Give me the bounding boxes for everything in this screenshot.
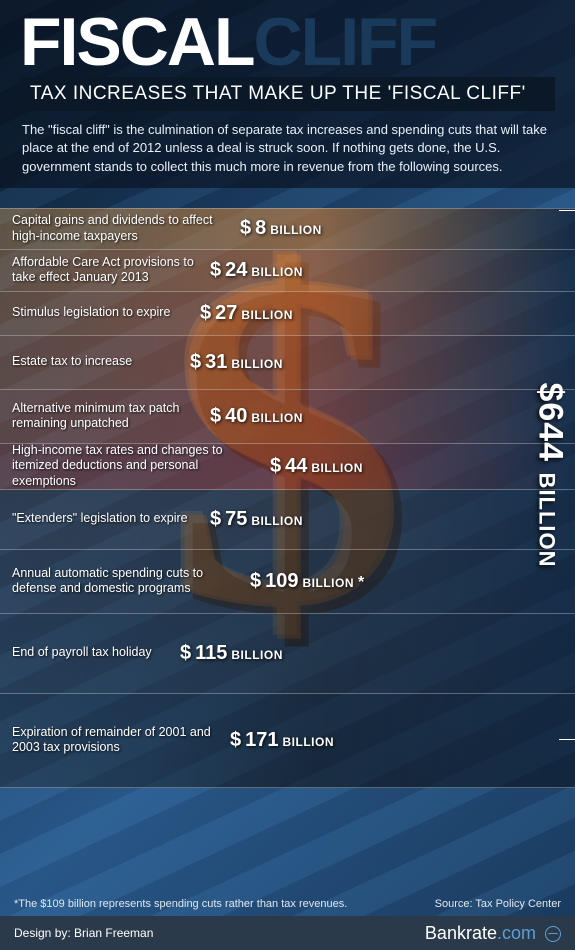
subtitle-bar: TAX INCREASES THAT MAKE UP THE 'FISCAL C…	[20, 77, 555, 111]
row-value: $44BILLION	[270, 455, 363, 478]
row-label: High-income tax rates and changes to ite…	[0, 437, 270, 496]
chart-area: Capital gains and dividends to affect hi…	[0, 188, 575, 788]
row-label: Alternative minimum tax patch remaining …	[0, 395, 210, 438]
asterisk: *	[358, 574, 364, 592]
title-part-cliff: CLIFF	[254, 4, 437, 80]
row-label: "Extenders" legislation to expire	[0, 505, 210, 533]
footnote-area: *The $109 billion represents spending cu…	[0, 898, 575, 910]
source: Source: Tax Policy Center	[435, 898, 561, 910]
row-label: Expiration of remainder of 2001 and 2003…	[0, 719, 230, 762]
row-label: Stimulus legislation to expire	[0, 299, 200, 327]
chart-row: Affordable Care Act provisions to take e…	[0, 250, 575, 292]
brand-name: Bankrate	[425, 923, 497, 943]
brand-tld: .com	[497, 923, 536, 943]
row-label: Annual automatic spending cuts to defens…	[0, 560, 250, 603]
chart-row: End of payroll tax holiday$115BILLION	[0, 614, 575, 694]
design-credit: Design by: Brian Freeman	[14, 926, 153, 940]
intro-text: The "fiscal cliff" is the culmination of…	[20, 111, 555, 180]
title-part-fiscal: FISCAL	[20, 4, 254, 80]
row-label: End of payroll tax holiday	[0, 639, 180, 667]
chart-row: Annual automatic spending cuts to defens…	[0, 550, 575, 614]
row-value: $171BILLION	[230, 729, 334, 752]
footnote: *The $109 billion represents spending cu…	[14, 898, 347, 910]
chart-row: Alternative minimum tax patch remaining …	[0, 390, 575, 444]
row-label: Estate tax to increase	[0, 348, 190, 376]
chart-row: Capital gains and dividends to affect hi…	[0, 208, 575, 250]
row-label: Affordable Care Act provisions to take e…	[0, 249, 210, 292]
total-value: $644 BILLION	[530, 382, 569, 567]
row-value: $27BILLION	[200, 302, 293, 325]
row-value: $24BILLION	[210, 259, 303, 282]
row-value: $40BILLION	[210, 405, 303, 428]
brand-logo: Bankrate.com	[425, 923, 561, 944]
chart-row: Stimulus legislation to expire$27BILLION	[0, 292, 575, 336]
bracket-cap-top	[559, 210, 575, 211]
chart-row: "Extenders" legislation to expire$75BILL…	[0, 490, 575, 550]
chart-row: Estate tax to increase$31BILLION	[0, 336, 575, 390]
row-value: $75BILLION	[210, 508, 303, 531]
row-value: $115BILLION	[180, 642, 283, 665]
row-value: $8BILLION	[240, 217, 322, 240]
chart-row: Expiration of remainder of 2001 and 2003…	[0, 694, 575, 788]
header: FISCALCLIFF TAX INCREASES THAT MAKE UP T…	[0, 0, 575, 188]
total-bracket: $644 BILLION	[522, 210, 575, 740]
row-value: $109BILLION*	[250, 570, 364, 593]
bracket-cap-bottom	[559, 739, 575, 740]
chart-row: High-income tax rates and changes to ite…	[0, 444, 575, 490]
subtitle: TAX INCREASES THAT MAKE UP THE 'FISCAL C…	[30, 83, 545, 105]
footer-bar: Design by: Brian Freeman Bankrate.com	[0, 916, 575, 950]
row-value: $31BILLION	[190, 351, 283, 374]
brand-icon	[545, 926, 561, 942]
content-root: FISCALCLIFF TAX INCREASES THAT MAKE UP T…	[0, 0, 575, 788]
main-title: FISCALCLIFF	[20, 12, 555, 73]
row-label: Capital gains and dividends to affect hi…	[0, 207, 240, 250]
